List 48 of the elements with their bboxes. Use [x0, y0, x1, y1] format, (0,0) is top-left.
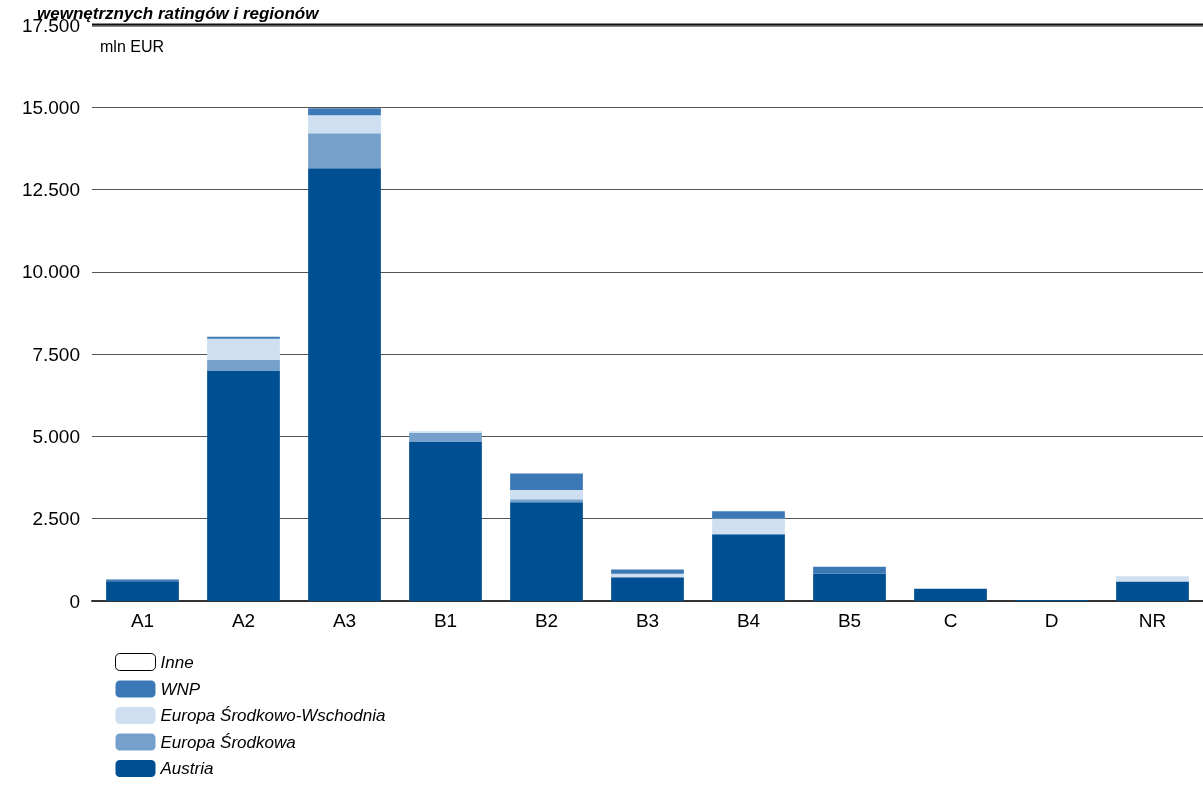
x-tick-label: C [943, 610, 958, 631]
bar [510, 502, 583, 601]
bar [106, 581, 179, 601]
legend-label: Inne [160, 652, 194, 672]
y-axis-title: mln EUR [100, 37, 165, 55]
x-tick-label: D [1044, 610, 1059, 631]
bar [409, 442, 482, 601]
y-tick-label: 7.500 [32, 343, 80, 365]
x-tick-label: B2 [534, 610, 559, 631]
legend-label: Europa Środkowo-Wschodnia [160, 706, 386, 725]
bar [207, 338, 280, 360]
x-tick-label: B3 [635, 610, 660, 631]
x-tick-label: A1 [130, 610, 155, 631]
bar [207, 370, 280, 601]
bar [1116, 576, 1189, 582]
x-tick-label: B4 [736, 610, 761, 631]
bar [611, 569, 684, 574]
bar [712, 534, 785, 601]
x-tick-label: A3 [332, 610, 357, 631]
x-tick-label: B5 [837, 610, 862, 631]
legend-label: Europa Środkowa [160, 732, 296, 752]
legend-label: Austria [159, 759, 214, 778]
bar [510, 473, 583, 491]
bar [308, 115, 381, 134]
bar [712, 518, 785, 535]
y-tick-label: 15.000 [21, 96, 80, 118]
bar [409, 432, 482, 443]
y-tick-label: 10.000 [21, 261, 80, 283]
bar [1116, 581, 1189, 601]
bar [813, 566, 886, 574]
y-tick-label: 0 [69, 590, 80, 612]
bar [308, 168, 381, 601]
x-tick-label: A2 [231, 610, 256, 631]
bar [712, 511, 785, 519]
bar [510, 490, 583, 500]
bar [207, 359, 280, 371]
bar [914, 588, 987, 601]
x-tick-label: NR [1138, 610, 1167, 631]
bar [308, 108, 381, 116]
legend-label: WNP [160, 679, 201, 699]
bar [813, 573, 886, 601]
y-tick-label: 2.500 [32, 508, 80, 530]
y-tick-label: 5.000 [32, 425, 80, 447]
bar [308, 133, 381, 169]
y-tick-label: 12.500 [21, 179, 80, 201]
bar [510, 499, 583, 503]
x-tick-label: B1 [433, 610, 458, 631]
bar [611, 577, 684, 601]
